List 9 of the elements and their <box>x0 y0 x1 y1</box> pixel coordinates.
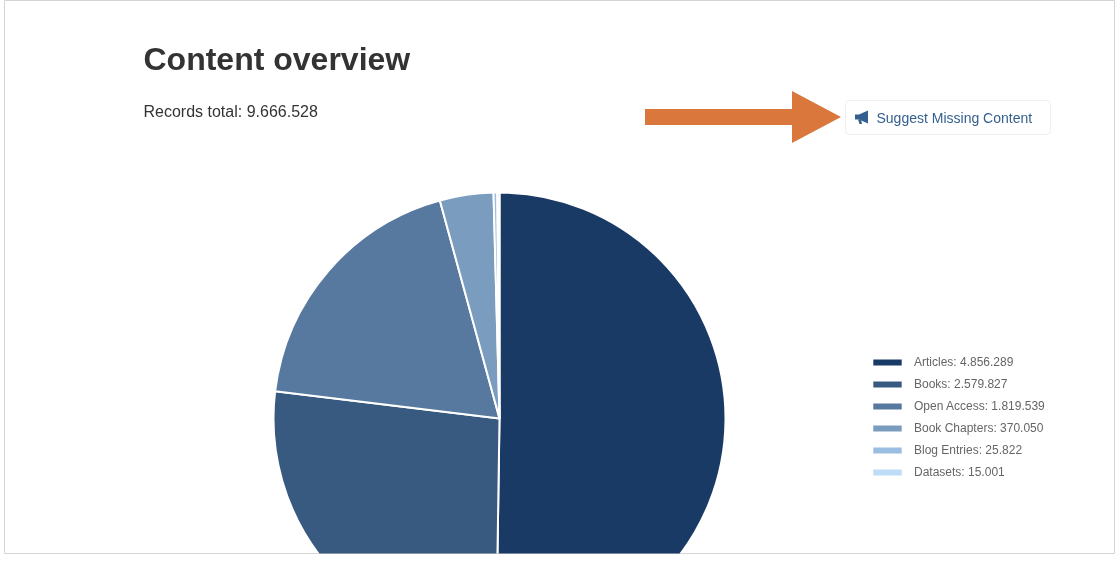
legend-label: Blog Entries: 25.822 <box>914 442 1023 458</box>
legend-label: Open Access: 1.819.539 <box>914 398 1045 414</box>
chart-title: Content overview <box>143 40 411 77</box>
legend-label: Articles: 4.856.289 <box>914 354 1014 370</box>
legend-label: Datasets: 15.001 <box>914 464 1005 480</box>
legend-label: Books: 2.579.827 <box>914 376 1008 392</box>
text: Suggest Missing Content <box>876 109 1033 126</box>
chart-subtitle: Records total: 9.666.528 <box>143 103 318 120</box>
legend-label: Book Chapters: 370.050 <box>914 420 1044 436</box>
